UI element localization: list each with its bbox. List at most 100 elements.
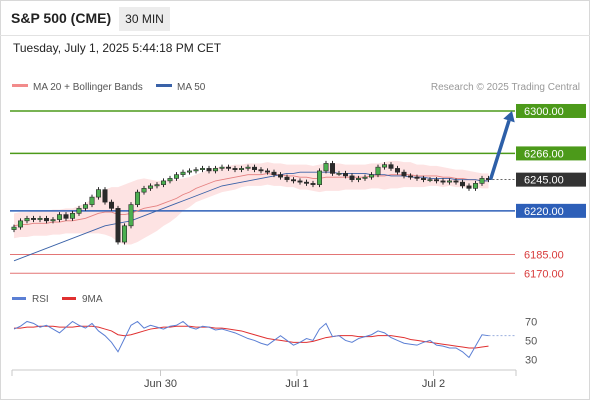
candle-body <box>271 171 277 175</box>
candle-body <box>394 168 400 173</box>
candle-body <box>219 166 225 169</box>
level-tag-6300.00 <box>516 103 586 118</box>
candle-body <box>24 218 30 222</box>
ma20-line <box>13 172 489 227</box>
candle-body <box>135 191 141 205</box>
candle-body <box>459 181 465 187</box>
level-label-6170.00: 6170.00 <box>524 268 564 280</box>
level-label-6300.00: 6300.00 <box>524 106 564 118</box>
candle-body <box>63 214 69 219</box>
candle-body <box>264 170 270 173</box>
candle-body <box>427 179 433 181</box>
rsi-legend-swatch-0 <box>12 297 26 300</box>
candle-body <box>239 168 245 170</box>
credit-text: Research © 2025 Trading Central <box>431 82 580 93</box>
rsi-tick-30: 30 <box>525 354 537 366</box>
chart-datetime: Tuesday, July 1, 2025 5:44:18 PM CET <box>13 41 222 55</box>
forecast-arrow-shaft <box>488 119 511 181</box>
rsi-legend-label-1: 9MA <box>82 294 103 305</box>
instrument-title: S&P 500 (CME) <box>11 10 112 26</box>
candle-body <box>193 169 199 172</box>
candle-body <box>297 180 303 183</box>
legend-swatch-1 <box>156 84 172 87</box>
candle-body <box>420 178 426 180</box>
x-label: Jul 2 <box>422 378 445 390</box>
candle-body <box>479 178 485 184</box>
rsi-ma9-line <box>14 325 489 349</box>
candle-body <box>310 183 316 185</box>
candle-body <box>440 180 446 183</box>
candle-body <box>407 175 413 178</box>
candle-body <box>161 180 167 185</box>
candle-body <box>206 168 212 172</box>
legend-label-1: MA 50 <box>177 82 206 93</box>
current-price-label: 6245.00 <box>524 175 564 187</box>
candle-body <box>362 176 368 179</box>
candle-body <box>37 218 43 220</box>
candle-body <box>102 189 108 203</box>
rsi-tick-70: 70 <box>525 316 537 328</box>
candle-body <box>342 173 348 177</box>
candle-body <box>50 219 56 222</box>
level-tag-6220.00 <box>516 203 586 218</box>
candle-body <box>180 171 186 175</box>
candle-body <box>290 179 296 182</box>
candle-body <box>154 184 160 187</box>
candle-body <box>17 220 23 228</box>
candle-body <box>213 168 219 172</box>
candle-body <box>375 166 381 175</box>
candle-body <box>303 181 309 184</box>
candle-body <box>187 170 193 173</box>
candle-body <box>453 180 459 183</box>
candle-body <box>355 178 361 180</box>
candle-body <box>89 196 95 205</box>
candle-body <box>76 208 82 214</box>
candle-body <box>466 185 472 189</box>
candle-body <box>401 171 407 177</box>
candle-body <box>472 183 478 189</box>
candle-body <box>30 218 36 220</box>
candle-body <box>122 225 128 243</box>
candle-body <box>226 166 232 169</box>
candle-body <box>232 168 238 170</box>
current-price-tag <box>516 172 586 187</box>
candle-body <box>258 169 264 172</box>
candle-body <box>284 176 290 180</box>
candle-body <box>446 180 452 183</box>
rsi-legend-label-0: RSI <box>32 294 49 305</box>
level-label-6266.00: 6266.00 <box>524 148 564 160</box>
candle-body <box>368 174 374 178</box>
candle-body <box>167 178 173 182</box>
candle-body <box>316 170 322 185</box>
level-tag-6266.00 <box>516 146 586 161</box>
legend-swatch-0 <box>12 84 28 87</box>
level-label-6185.00: 6185.00 <box>524 250 564 262</box>
legend-label-0: MA 20 + Bollinger Bands <box>33 82 143 93</box>
rsi-legend-swatch-1 <box>62 297 76 300</box>
candle-body <box>148 185 154 189</box>
candle-body <box>109 201 115 209</box>
timeframe-button[interactable]: 30 MIN <box>119 7 170 31</box>
candle-body <box>381 164 387 168</box>
candle-body <box>56 214 62 220</box>
forecast-arrow-head <box>503 110 515 123</box>
chart-header: S&P 500 (CME) 30 MIN <box>0 0 590 36</box>
candle-body <box>433 179 439 182</box>
rsi-tick-50: 50 <box>525 335 537 347</box>
candle-body <box>252 166 258 170</box>
candle-body <box>174 174 180 179</box>
candle-body <box>349 175 355 180</box>
header-divider <box>0 35 590 36</box>
level-label-6220.00: 6220.00 <box>524 206 564 218</box>
candle-body <box>323 163 329 172</box>
candle-body <box>128 204 134 227</box>
candle-body <box>245 166 251 169</box>
candle-body <box>141 188 147 193</box>
x-label: Jun 30 <box>144 378 177 390</box>
candle-body <box>277 174 283 178</box>
candle-body <box>336 173 342 175</box>
candle-body <box>43 218 49 222</box>
candle-body <box>200 168 206 170</box>
candle-body <box>414 176 420 179</box>
